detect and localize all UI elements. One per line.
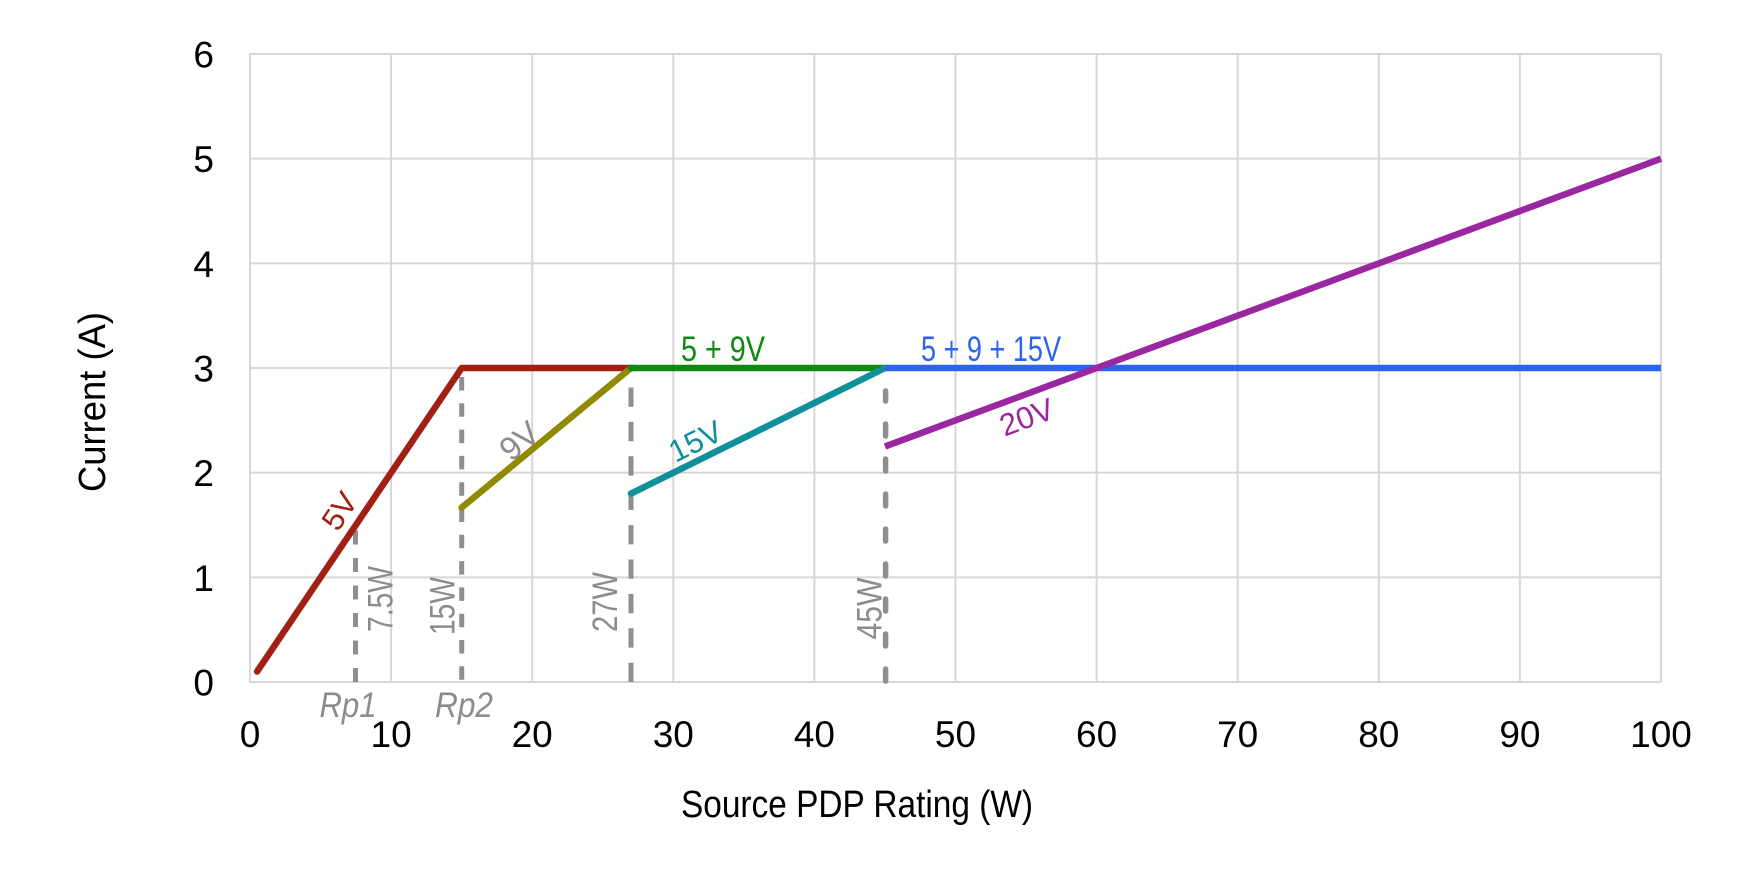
svg-text:7.5W: 7.5W <box>362 566 401 632</box>
svg-text:5: 5 <box>193 139 214 180</box>
svg-text:10: 10 <box>371 714 412 755</box>
svg-text:4: 4 <box>193 244 214 285</box>
svg-text:70: 70 <box>1217 714 1258 755</box>
svg-text:27W: 27W <box>586 572 625 632</box>
svg-text:5 + 9V: 5 + 9V <box>681 330 766 369</box>
svg-text:15W: 15W <box>424 577 463 635</box>
svg-text:40: 40 <box>794 714 835 755</box>
svg-text:60: 60 <box>1076 714 1117 755</box>
svg-text:45W: 45W <box>851 578 890 640</box>
svg-text:80: 80 <box>1358 714 1399 755</box>
svg-text:3: 3 <box>193 349 214 390</box>
svg-text:Current (A): Current (A) <box>72 312 114 492</box>
svg-text:20: 20 <box>512 714 553 755</box>
svg-text:2: 2 <box>193 453 214 494</box>
svg-text:0: 0 <box>193 663 214 704</box>
svg-text:6: 6 <box>193 35 214 76</box>
svg-text:1: 1 <box>193 558 214 599</box>
svg-text:90: 90 <box>1499 714 1540 755</box>
svg-text:100: 100 <box>1630 714 1692 755</box>
svg-text:30: 30 <box>653 714 694 755</box>
svg-text:Source PDP Rating (W): Source PDP Rating (W) <box>681 784 1033 826</box>
svg-text:Rp1: Rp1 <box>320 686 377 725</box>
svg-text:Rp2: Rp2 <box>435 686 493 725</box>
svg-text:0: 0 <box>240 714 261 755</box>
svg-text:50: 50 <box>935 714 976 755</box>
svg-text:5 + 9 + 15V: 5 + 9 + 15V <box>921 330 1062 369</box>
